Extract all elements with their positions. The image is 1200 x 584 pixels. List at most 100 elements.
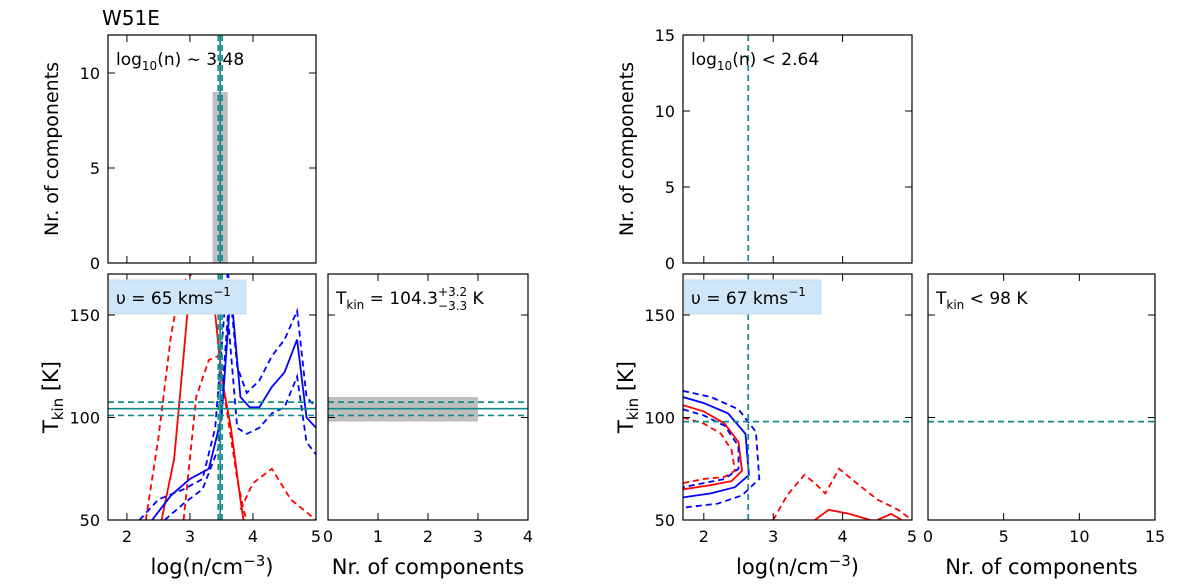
text-run: (n) < 2.64 — [732, 50, 819, 70]
text-run: < 98 K — [964, 289, 1028, 309]
annotation: υ = 65 kms−1 — [116, 285, 231, 309]
panel — [328, 397, 528, 422]
text-run: [K] — [614, 361, 638, 398]
axes-frame — [682, 273, 913, 521]
x-tick-label: 4 — [838, 527, 848, 546]
contour-line — [683, 416, 736, 484]
superscript: −1 — [213, 285, 231, 299]
x-axis-label: log(n/cm−3) — [736, 552, 859, 579]
subscript: kin — [624, 398, 642, 420]
contour-line — [814, 508, 871, 520]
text-run: T — [935, 289, 947, 309]
contour-line — [683, 390, 761, 509]
x-tick-label: 2 — [699, 527, 709, 546]
chart-title: W51E — [102, 6, 160, 30]
y-tick-label: 150 — [644, 306, 675, 325]
text-run: log(n/cm — [736, 555, 829, 579]
y-tick-label: 5 — [90, 159, 100, 178]
y-tick-label: 0 — [90, 254, 100, 273]
y-tick-label: 10 — [655, 102, 675, 121]
y-tick-label: 10 — [80, 64, 100, 83]
superscript: −3 — [829, 552, 851, 570]
contour-line — [683, 404, 743, 491]
panel — [683, 274, 912, 520]
x-axis-label: Nr. of components — [945, 555, 1137, 579]
x-tick-label: 3 — [768, 527, 778, 546]
y-tick-label: 5 — [665, 178, 675, 197]
text-run: log — [691, 50, 717, 70]
annotation: log10(n) ∼ 3.48 — [116, 50, 244, 73]
text-run: υ = 65 kms — [116, 289, 213, 309]
text-run: υ = 67 kms — [691, 289, 788, 309]
x-axis-label: log(n/cm−3) — [151, 552, 274, 579]
contour-line — [772, 467, 912, 520]
y-tick-label: 0 — [665, 254, 675, 273]
annotation: log10(n) < 2.64 — [691, 50, 819, 73]
text-run: T — [39, 420, 63, 434]
annotation: υ = 67 kms−1 — [691, 285, 806, 309]
x-tick-label: 1 — [373, 527, 383, 546]
text-run: ) — [265, 555, 273, 579]
contour-line — [164, 314, 316, 520]
contour-line — [683, 408, 740, 489]
x-tick-label: 0 — [323, 527, 333, 546]
text-run: = 104.3 — [364, 289, 438, 309]
text-run: log(n/cm — [151, 555, 244, 579]
axes-frame — [107, 273, 317, 521]
subscript: kin — [346, 298, 364, 312]
subscript: kin — [49, 398, 67, 420]
text-run: log — [116, 50, 142, 70]
annotation-box — [683, 279, 822, 315]
annotation: Tkin = 104.3+3.2 −3.3 K — [335, 285, 485, 313]
text-run: ) — [851, 555, 859, 579]
y-tick-label: 150 — [69, 306, 100, 325]
subscript: kin — [946, 298, 964, 312]
axes-frame — [682, 34, 913, 264]
annotation-box — [108, 279, 247, 315]
annotation: Tkin < 98 K — [935, 289, 1028, 312]
contour-line — [151, 290, 316, 520]
contour-line — [683, 396, 750, 499]
y-tick-label: 15 — [655, 26, 675, 45]
text-run: Nr. of components — [41, 62, 63, 236]
superscript: +3.2 — [438, 285, 467, 299]
contour-line — [138, 274, 316, 520]
subscript: 10 — [717, 59, 732, 73]
superscript: −1 — [788, 285, 806, 299]
text-run: T — [335, 289, 347, 309]
text-run: Nr. of components — [616, 62, 638, 236]
text-run: Nr. of components — [945, 555, 1137, 579]
x-tick-label: 2 — [423, 527, 433, 546]
x-tick-label: 2 — [122, 527, 132, 546]
x-tick-label: 10 — [1069, 527, 1089, 546]
y-tick-label: 100 — [69, 409, 100, 428]
contour-line — [182, 354, 248, 520]
x-axis-label: Nr. of components — [332, 555, 524, 579]
y-axis-label: Tkin [K] — [39, 361, 67, 434]
x-tick-label: 4 — [523, 527, 533, 546]
y-axis-label: Nr. of components — [41, 62, 63, 236]
x-tick-label: 4 — [248, 527, 258, 546]
y-tick-label: 50 — [80, 511, 100, 530]
text-run: Nr. of components — [332, 555, 524, 579]
y-tick-label: 50 — [655, 511, 675, 530]
text-run: K — [467, 289, 484, 309]
y-axis-label: Tkin [K] — [614, 361, 642, 434]
y-tick-label: 100 — [644, 409, 675, 428]
x-tick-label: 3 — [473, 527, 483, 546]
x-tick-label: 5 — [311, 527, 321, 546]
x-tick-label: 5 — [999, 527, 1009, 546]
panel — [212, 35, 228, 263]
x-tick-label: 15 — [1145, 527, 1165, 546]
text-run: [K] — [39, 361, 63, 398]
contour-line — [876, 512, 903, 520]
y-axis-label: Nr. of components — [616, 62, 638, 236]
contour-line — [239, 467, 316, 520]
superscript: −3 — [243, 552, 265, 570]
x-tick-label: 3 — [185, 527, 195, 546]
x-tick-label: 5 — [907, 527, 917, 546]
subscript: −3.3 — [438, 299, 467, 313]
axes-frame — [927, 273, 1156, 521]
x-tick-label: 0 — [923, 527, 933, 546]
